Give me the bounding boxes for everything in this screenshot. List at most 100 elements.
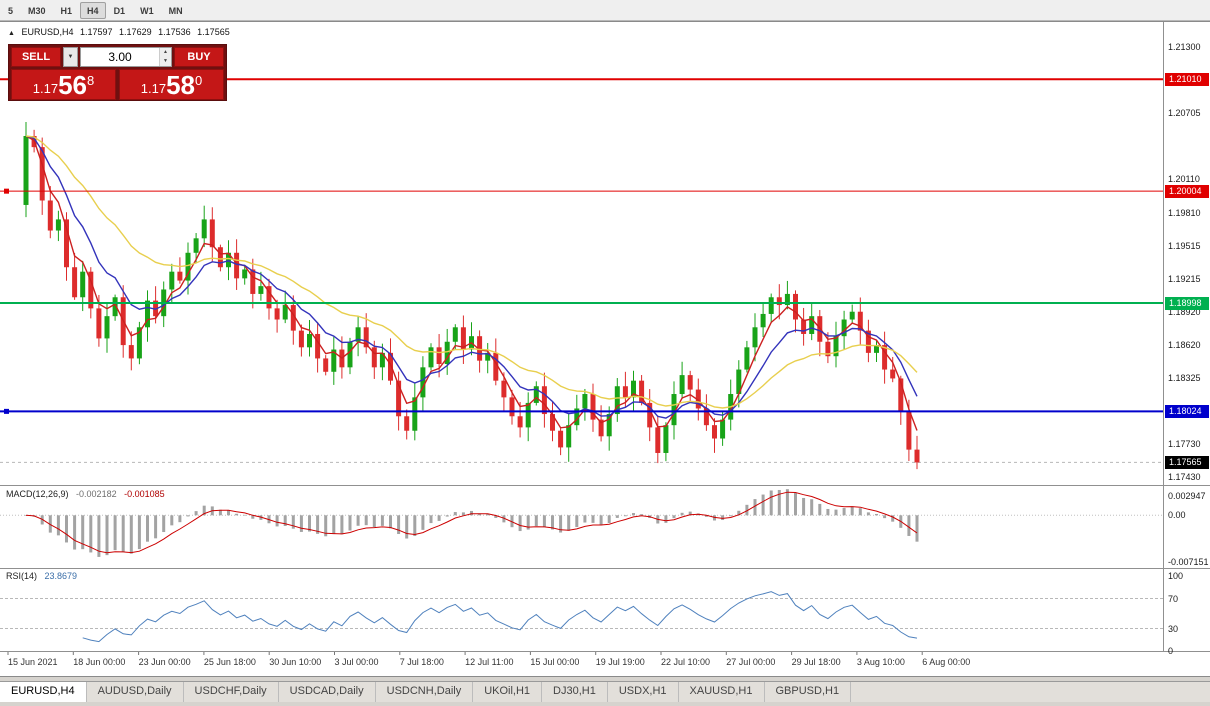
time-axis-label: 27 Jul 00:00 — [726, 657, 776, 667]
price-axis-label: 1.18325 — [1168, 372, 1201, 383]
rsi-name: RSI(14) — [6, 571, 38, 581]
price-axis-label: 1.21300 — [1168, 42, 1201, 53]
time-axis-label: 3 Aug 10:00 — [856, 657, 905, 667]
price-scale[interactable]: 1.21300 1.20705 1.20110 1.19810 1.19515 1.192… — [1164, 22, 1210, 676]
tab-USDX-H1[interactable]: USDX,H1 — [607, 682, 679, 702]
buy-button[interactable]: BUY — [174, 47, 224, 67]
moving-average-line-4 — [25, 135, 918, 431]
price-axis-label: 1.19515 — [1168, 240, 1201, 251]
price-axis-label: 1.17430 — [1168, 472, 1201, 483]
time-axis-label: 29 Jul 18:00 — [791, 657, 841, 667]
price-line-tag: 1.18024 — [1165, 404, 1209, 418]
timeframe-button-M30[interactable]: M30 — [28, 5, 46, 16]
rsi-axis-label: 70 — [1168, 593, 1179, 604]
time-scale[interactable]: 15 Jun 2021 18 Jun 00:00 23 Jun 00:00 25 Ju… — [0, 654, 1163, 676]
macd-histogram — [24, 489, 919, 557]
ohlc-close: 1.17565 — [197, 27, 230, 37]
spin-up-icon[interactable]: ▲ — [159, 48, 171, 57]
macd-indicator-label: MACD(12,26,9) -0.002182 -0.001085 — [6, 489, 165, 499]
timeframe-toolbar: 5 M30 H1 H4 D1 W1 MN — [0, 0, 1210, 21]
price-axis-label: 1.18920 — [1168, 306, 1201, 317]
tab-USDCAD-Daily[interactable]: USDCAD,Daily — [278, 682, 376, 702]
timeframe-button-W1[interactable]: W1 — [140, 5, 154, 16]
time-axis-label: 19 Jul 19:00 — [595, 657, 645, 667]
candlesticks — [23, 121, 920, 470]
macd-signal-value: -0.001085 — [124, 489, 165, 499]
chart-tab-bar: EURUSD,H4 AUDUSD,Daily USDCHF,Daily USDCAD,… — [0, 681, 1210, 702]
moving-average-line-9 — [25, 135, 918, 419]
time-axis-label: 15 Jun 2021 — [8, 657, 58, 667]
rsi-indicator-label: RSI(14) 23.8679 — [6, 571, 77, 581]
sell-price-prefix: 1.17 — [32, 81, 59, 96]
tab-AUDUSD-Daily[interactable]: AUDUSD,Daily — [86, 682, 184, 702]
moving-average-line-22 — [25, 135, 918, 409]
sell-price-pip-digit: 8 — [87, 73, 95, 88]
price-axis-label: 1.18620 — [1168, 340, 1201, 351]
line-handle[interactable] — [4, 408, 9, 414]
tab-EURUSD-H4[interactable]: EURUSD,H4 — [0, 682, 87, 702]
ohlc-open: 1.17597 — [79, 27, 113, 37]
rsi-value: 23.8679 — [44, 571, 78, 581]
tab-XAUUSD-H1[interactable]: XAUUSD,H1 — [678, 682, 765, 702]
timeframe-button-D1[interactable]: D1 — [113, 5, 126, 16]
buy-price-display[interactable]: 1.17 58 0 — [119, 69, 224, 100]
ohlc-high: 1.17629 — [119, 27, 152, 37]
spin-down-icon[interactable]: ▼ — [159, 57, 171, 66]
macd-name: MACD(12,26,9) — [6, 489, 69, 499]
tab-USDCHF-Daily[interactable]: USDCHF,Daily — [183, 682, 279, 702]
volume-dropdown-button[interactable]: ▼ — [63, 47, 78, 67]
tab-GBPUSD-H1[interactable]: GBPUSD,H1 — [764, 682, 852, 702]
price-line-tag: 1.20004 — [1165, 184, 1209, 198]
sell-price-big-digits: 56 — [58, 70, 87, 100]
price-axis-label: 1.20110 — [1168, 174, 1200, 185]
time-axis-label: 7 Jul 18:00 — [399, 657, 444, 667]
buy-price-pip-digit: 0 — [195, 73, 203, 88]
macd-signal-line — [25, 491, 918, 554]
price-axis-label: 1.19215 — [1168, 273, 1201, 284]
rsi-axis-label: 30 — [1168, 623, 1179, 634]
time-axis-label: 3 Jul 00:00 — [334, 657, 379, 667]
moving-averages — [25, 135, 918, 431]
price-axis-label: 1.19810 — [1168, 207, 1201, 218]
sell-price-display[interactable]: 1.17 56 8 — [11, 69, 116, 100]
macd-axis-label: -0.007151 — [1168, 556, 1209, 567]
time-axis-label: 15 Jul 00:00 — [530, 657, 580, 667]
chart-window[interactable]: ▲ EURUSD,H4 1.17597 1.17629 1.17536 1.17… — [0, 21, 1210, 677]
tab-DJ30-H1[interactable]: DJ30,H1 — [542, 682, 608, 702]
price-chart-canvas[interactable] — [0, 22, 1210, 676]
time-axis-label: 25 Jun 18:00 — [203, 657, 256, 667]
sell-button[interactable]: SELL — [11, 47, 61, 67]
tab-UKOil-H1[interactable]: UKOil,H1 — [473, 682, 543, 702]
time-axis-label: 30 Jun 10:00 — [269, 657, 322, 667]
rsi-line — [82, 591, 918, 643]
macd-value: -0.002182 — [76, 489, 117, 499]
macd-axis-label: 0.00 — [1168, 510, 1186, 521]
price-axis-label: 1.17730 — [1168, 439, 1201, 450]
volume-input[interactable] — [81, 48, 159, 66]
time-axis-label: 6 Aug 00:00 — [922, 657, 971, 667]
time-axis-label: 22 Jul 10:00 — [661, 657, 711, 667]
timeframe-button-H1[interactable]: H1 — [60, 5, 73, 16]
chevron-down-icon: ▼ — [67, 54, 74, 60]
current-price-tag: 1.17565 — [1165, 455, 1209, 469]
volume-stepper: ▲ ▼ — [159, 48, 171, 66]
ohlc-low: 1.17536 — [158, 27, 191, 37]
timeframe-button-H4[interactable]: H4 — [80, 1, 106, 19]
time-axis-label: 23 Jun 00:00 — [138, 657, 191, 667]
buy-price-big-digits: 58 — [166, 70, 195, 100]
rsi-axis-label: 0 — [1168, 646, 1174, 656]
chart-symbol-label: EURUSD,H4 — [21, 27, 74, 37]
symbol-marker-icon: ▲ — [8, 30, 15, 37]
time-axis-label: 18 Jun 00:00 — [73, 657, 126, 667]
tab-USDCNH-Daily[interactable]: USDCNH,Daily — [375, 682, 474, 702]
line-handle[interactable] — [4, 188, 9, 194]
rsi-axis-label: 100 — [1168, 571, 1184, 581]
price-line-tag: 1.21010 — [1165, 72, 1209, 86]
macd-axis-label: 0.002947 — [1168, 491, 1206, 502]
chart-ohlc-title: ▲ EURUSD,H4 1.17597 1.17629 1.17536 1.17… — [8, 27, 234, 37]
one-click-trading-panel: SELL ▼ ▲ ▼ BUY 1.17 56 8 1.17 58 — [8, 44, 227, 101]
timeframe-button-MN[interactable]: MN — [168, 5, 183, 16]
price-axis-label: 1.20705 — [1168, 108, 1201, 119]
time-axis-label: 12 Jul 11:00 — [465, 657, 514, 667]
timeframe-button-5[interactable]: 5 — [8, 5, 14, 16]
